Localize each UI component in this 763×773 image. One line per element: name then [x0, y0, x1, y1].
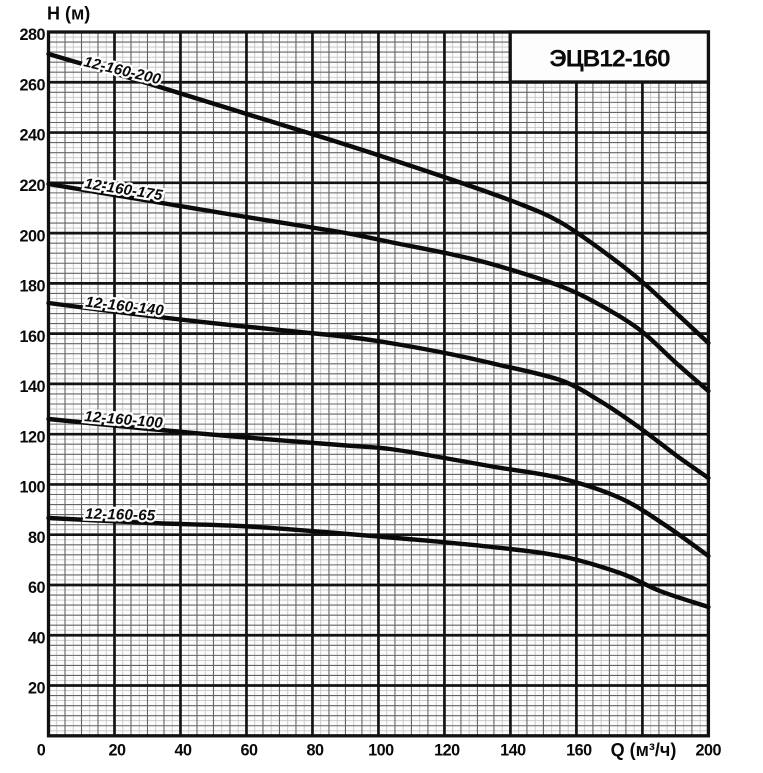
svg-text:120: 120	[434, 742, 460, 760]
svg-text:80: 80	[28, 529, 46, 547]
svg-text:40: 40	[174, 742, 192, 760]
svg-text:220: 220	[19, 177, 45, 195]
svg-text:140: 140	[19, 378, 45, 396]
svg-text:12-160-65: 12-160-65	[85, 506, 156, 525]
svg-text:280: 280	[19, 26, 45, 44]
svg-text:100: 100	[19, 479, 45, 497]
svg-text:80: 80	[306, 742, 324, 760]
svg-text:20: 20	[28, 680, 46, 698]
svg-text:ЭЦВ12-160: ЭЦВ12-160	[549, 46, 670, 73]
svg-text:260: 260	[19, 77, 45, 95]
svg-text:180: 180	[19, 278, 45, 296]
svg-text:160: 160	[19, 328, 45, 346]
svg-text:60: 60	[28, 579, 46, 597]
svg-text:H (м): H (м)	[47, 4, 90, 24]
svg-text:40: 40	[28, 630, 46, 648]
svg-text:60: 60	[240, 742, 258, 760]
svg-text:0: 0	[37, 742, 46, 760]
svg-text:120: 120	[19, 428, 45, 446]
svg-text:240: 240	[19, 127, 45, 145]
svg-text:20: 20	[108, 742, 126, 760]
svg-text:160: 160	[566, 742, 592, 760]
svg-text:200: 200	[19, 227, 45, 245]
svg-text:100: 100	[368, 742, 394, 760]
svg-text:Q (м³/ч): Q (м³/ч)	[611, 740, 677, 760]
svg-text:200: 200	[696, 742, 722, 760]
svg-text:140: 140	[500, 742, 526, 760]
